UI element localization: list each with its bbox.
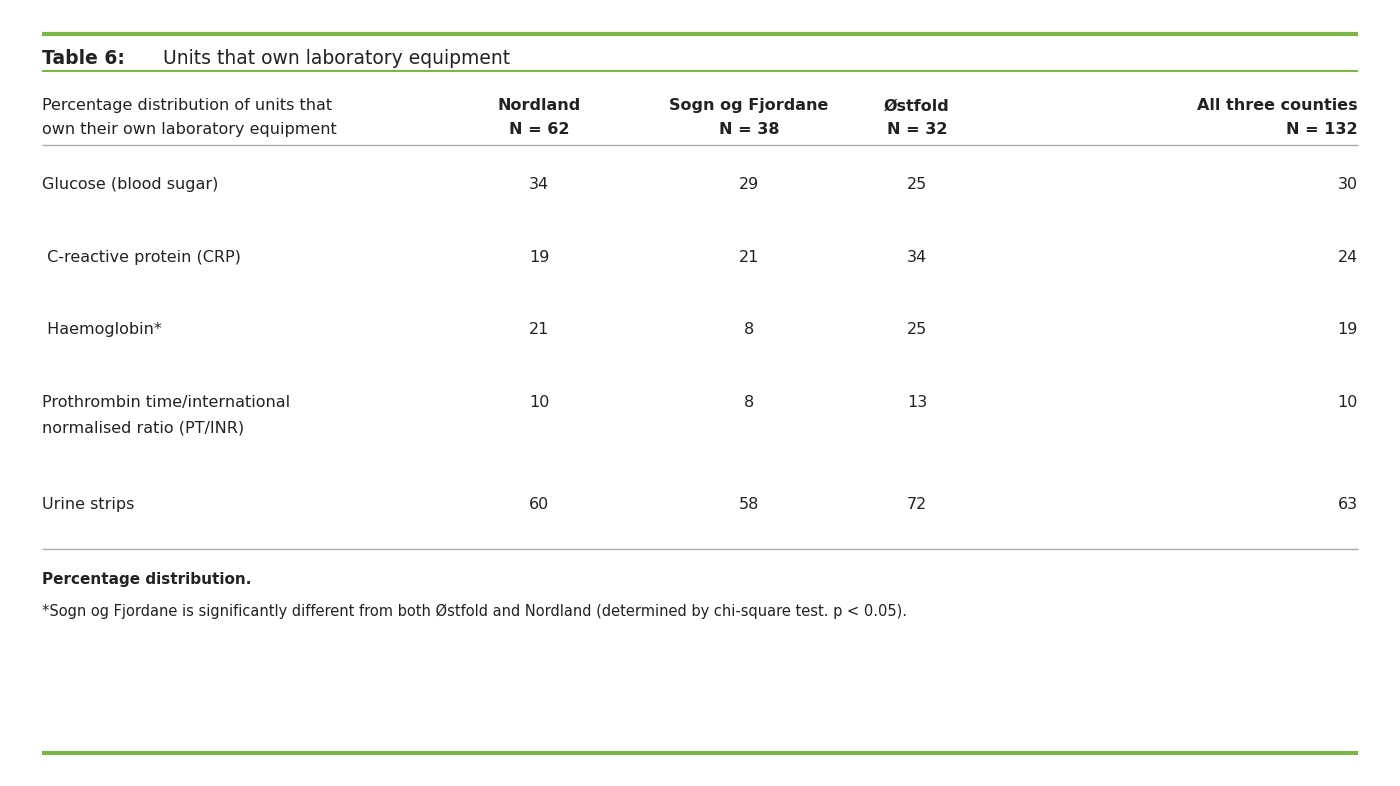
Text: Sogn og Fjordane: Sogn og Fjordane [669,98,829,113]
Text: Table 6:: Table 6: [42,49,125,68]
Text: 34: 34 [907,250,927,265]
Text: 60: 60 [529,497,549,512]
Text: 21: 21 [529,322,549,337]
Text: Nordland: Nordland [497,98,581,113]
Text: Glucose (blood sugar): Glucose (blood sugar) [42,177,218,192]
Text: own their own laboratory equipment: own their own laboratory equipment [42,122,337,137]
Text: 19: 19 [529,250,549,265]
Text: 24: 24 [1338,250,1358,265]
Text: N = 62: N = 62 [508,122,570,137]
Text: 13: 13 [907,395,927,410]
Text: Units that own laboratory equipment: Units that own laboratory equipment [157,49,510,68]
Text: 10: 10 [1337,395,1358,410]
Text: 8: 8 [743,395,755,410]
Text: 63: 63 [1338,497,1358,512]
Text: Haemoglobin*: Haemoglobin* [42,322,162,337]
Text: All three counties: All three counties [1197,98,1358,113]
Text: C-reactive protein (CRP): C-reactive protein (CRP) [42,250,241,265]
Text: *Sogn og Fjordane is significantly different from both Østfold and Nordland (det: *Sogn og Fjordane is significantly diffe… [42,604,907,619]
Text: 34: 34 [529,177,549,192]
Text: 8: 8 [743,322,755,337]
Text: 58: 58 [739,497,759,512]
Text: 21: 21 [739,250,759,265]
Text: 72: 72 [907,497,927,512]
Text: N = 38: N = 38 [718,122,780,137]
Text: N = 32: N = 32 [886,122,948,137]
Text: Percentage distribution.: Percentage distribution. [42,572,252,587]
Text: 30: 30 [1338,177,1358,192]
Text: 29: 29 [739,177,759,192]
Text: 10: 10 [529,395,549,410]
Text: Prothrombin time/international: Prothrombin time/international [42,395,290,410]
Text: 25: 25 [907,177,927,192]
Text: Urine strips: Urine strips [42,497,134,512]
Text: Percentage distribution of units that: Percentage distribution of units that [42,98,332,113]
Text: N = 132: N = 132 [1287,122,1358,137]
Text: normalised ratio (PT/INR): normalised ratio (PT/INR) [42,421,244,435]
Text: 25: 25 [907,322,927,337]
Text: Østfold: Østfold [885,98,949,113]
Text: 19: 19 [1337,322,1358,337]
